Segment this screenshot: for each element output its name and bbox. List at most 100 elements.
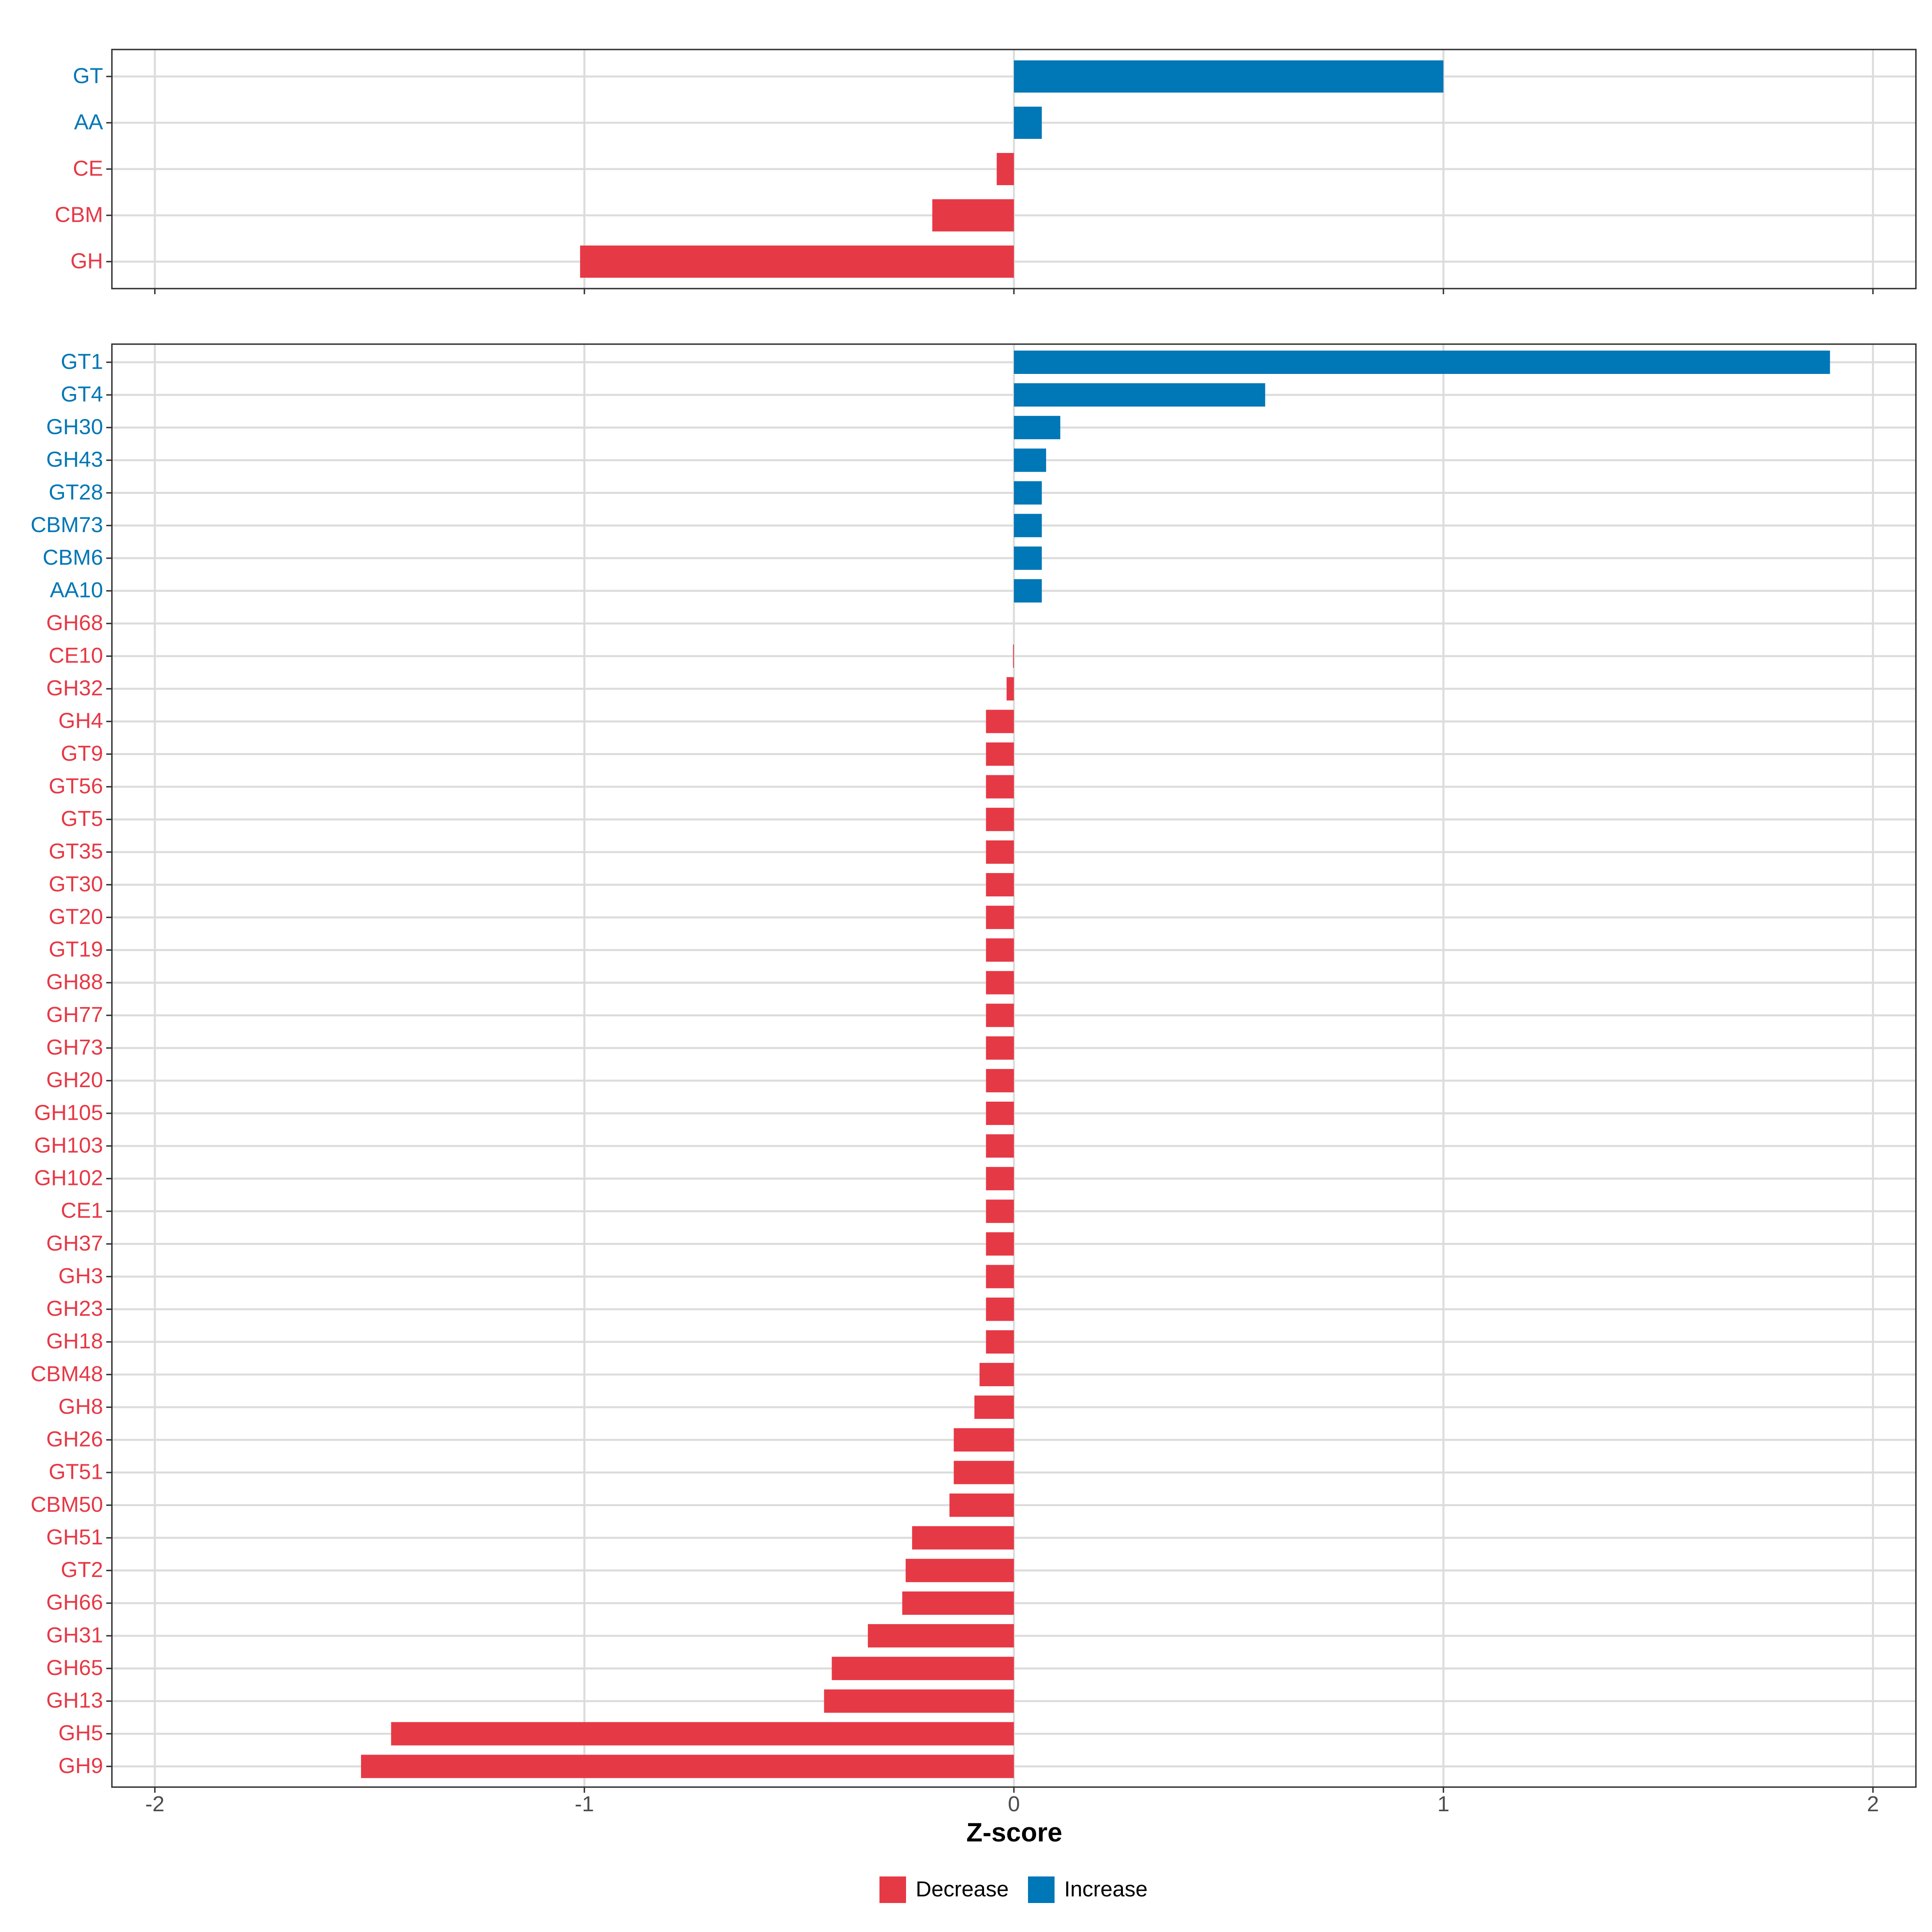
y-tick-label: CBM6	[43, 545, 103, 570]
subfamily-panel: GT1 GT4 GH30 GH43 GT28 CBM73 CBM6 AA10 GH68 CE10 G…	[31, 343, 1917, 1793]
y-tick-label: GH105	[34, 1100, 103, 1125]
y-tick-label: AA	[74, 110, 103, 134]
bar-gh102	[986, 1167, 1014, 1191]
y-tick-label: GH73	[46, 1035, 103, 1059]
y-tick-label: GH13	[46, 1688, 103, 1713]
bar-cbm50	[949, 1493, 1014, 1517]
y-tick-label: GT51	[49, 1460, 103, 1484]
bar-gh105	[986, 1101, 1014, 1125]
bar-gh8	[974, 1395, 1014, 1419]
bar-gt30	[986, 873, 1014, 897]
bar-gh	[580, 246, 1014, 278]
y-tick-label: CE10	[49, 643, 103, 667]
bar-gh77	[986, 1003, 1014, 1027]
y-tick-label: GH5	[58, 1721, 103, 1745]
y-tick-label: GH8	[58, 1394, 103, 1418]
bar-gt4	[1014, 383, 1265, 407]
legend-label-increase: Increase	[1064, 1877, 1148, 1901]
y-tick-label: GT	[73, 64, 103, 88]
y-tick-label: GH18	[46, 1329, 103, 1353]
y-tick-label: GT2	[61, 1558, 103, 1582]
y-tick-label: GT35	[49, 839, 103, 863]
bar-gh66	[902, 1591, 1014, 1615]
y-tick-label: GH23	[46, 1296, 103, 1321]
x-tick-label: 1	[1437, 1792, 1449, 1816]
y-tick-label: GT30	[49, 872, 103, 896]
y-tick-label: GT1	[61, 349, 103, 374]
bar-gh31	[868, 1624, 1014, 1648]
legend: Decrease Increase	[879, 1876, 1148, 1903]
y-tick-label: CBM48	[31, 1362, 103, 1386]
bar-gt5	[986, 807, 1014, 831]
x-tick-label: -1	[575, 1792, 594, 1816]
y-tick-label: GH66	[46, 1590, 103, 1614]
y-tick-label: GH65	[46, 1655, 103, 1680]
y-tick-label: GH9	[58, 1754, 103, 1778]
bar-gh32	[1006, 677, 1014, 701]
legend-key-decrease	[879, 1876, 906, 1903]
bar-gh4	[986, 710, 1014, 733]
bar-gh37	[986, 1232, 1014, 1256]
y-tick-label: CBM	[55, 202, 103, 227]
x-tick-label: 0	[1008, 1792, 1020, 1816]
y-tick-label: GT9	[61, 741, 103, 766]
y-tick-label: GH20	[46, 1068, 103, 1092]
bar-gh43	[1014, 448, 1046, 472]
x-axis: -2 -1 0 1 2	[145, 1792, 1879, 1816]
bars	[361, 351, 1830, 1778]
y-tick-label: GH68	[46, 611, 103, 635]
y-tick-label: GH88	[46, 970, 103, 994]
bar-gh65	[832, 1657, 1014, 1680]
y-tick-label: GH77	[46, 1003, 103, 1027]
bar-cbm73	[1014, 514, 1042, 537]
y-tick-label: GH103	[34, 1133, 103, 1157]
y-tick-label: GH102	[34, 1166, 103, 1190]
bar-gh26	[954, 1428, 1014, 1452]
bar-gt1	[1014, 351, 1830, 374]
y-tick-label: GH51	[46, 1525, 103, 1549]
y-tick-label: GT4	[61, 382, 103, 406]
y-tick-label: CE	[73, 156, 103, 180]
y-tick-label: GH3	[58, 1264, 103, 1288]
y-tick-label: GH26	[46, 1427, 103, 1451]
bar-aa	[1014, 107, 1042, 139]
y-tick-label: GT5	[61, 807, 103, 831]
bar-gh13	[824, 1689, 1014, 1713]
bar-gh51	[912, 1526, 1014, 1550]
x-tick-label: 2	[1867, 1792, 1879, 1816]
bar-gh18	[986, 1330, 1014, 1354]
bar-ce1	[986, 1199, 1014, 1223]
legend-key-increase	[1028, 1876, 1055, 1903]
y-tick-label: CE1	[61, 1199, 103, 1223]
bar-gt56	[986, 775, 1014, 799]
bar-gh30	[1014, 416, 1061, 440]
y-tick-label: GH4	[58, 709, 103, 733]
legend-label-decrease: Decrease	[916, 1877, 1009, 1901]
bar-gt	[1014, 60, 1444, 93]
y-tick-label: GT56	[49, 774, 103, 798]
y-tick-label: CBM73	[31, 513, 103, 537]
bar-cbm	[932, 199, 1014, 231]
bar-gh9	[361, 1754, 1014, 1778]
family-panel: GT AA CE CBM GH	[55, 49, 1917, 294]
bar-ce	[997, 153, 1014, 185]
bar-gh20	[986, 1069, 1014, 1092]
bar-gh3	[986, 1265, 1014, 1288]
bar-gh23	[986, 1297, 1014, 1321]
y-tick-label: GT28	[49, 480, 103, 504]
y-tick-label: GH31	[46, 1623, 103, 1647]
bar-cbm48	[979, 1363, 1014, 1387]
bar-gt35	[986, 840, 1014, 864]
bar-gt51	[954, 1461, 1014, 1484]
bar-gh103	[986, 1134, 1014, 1158]
y-tick-label: GH37	[46, 1231, 103, 1255]
x-axis-title: Z-score	[966, 1817, 1062, 1847]
bar-gh88	[986, 971, 1014, 995]
bar-gt20	[986, 906, 1014, 929]
bar-cbm6	[1014, 546, 1042, 570]
bar-gt28	[1014, 481, 1042, 505]
bars	[580, 60, 1444, 278]
y-tick-label: GH30	[46, 415, 103, 439]
x-tick-label: -2	[145, 1792, 165, 1816]
